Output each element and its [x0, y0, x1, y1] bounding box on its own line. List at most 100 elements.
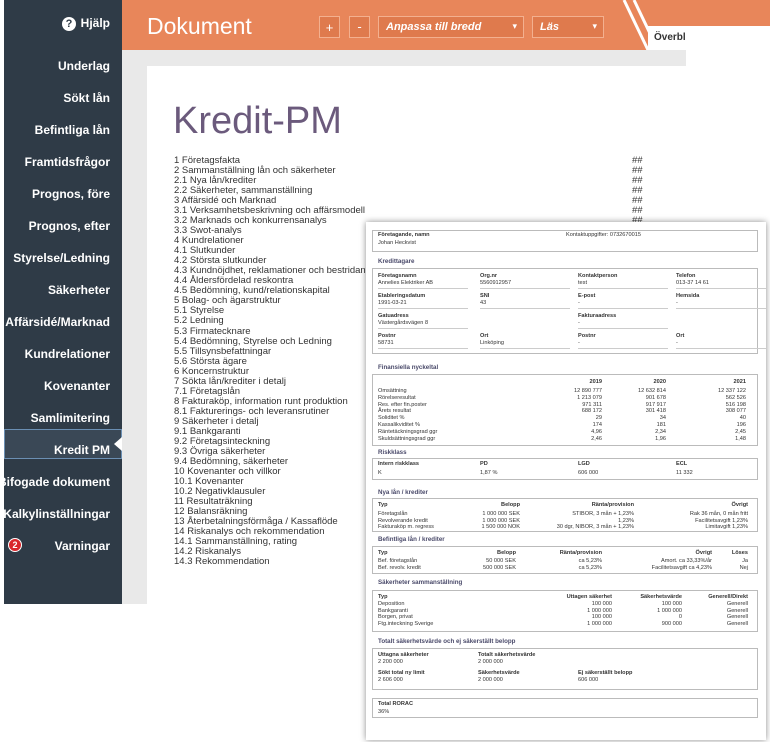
toc-entry[interactable]: 5.6 Största ägare — [174, 355, 247, 367]
toc-entry[interactable]: 1 Företagsfakta — [174, 155, 241, 166]
toc-entry[interactable]: 2.1 Nya lån/krediter — [174, 175, 257, 187]
field-value: Annelies Elektriker AB — [378, 280, 434, 286]
cell: 1 213 079 — [577, 394, 602, 401]
nav-item[interactable]: Prognos, efter — [28, 219, 110, 233]
zoom-out-button[interactable]: - — [349, 16, 370, 38]
nav-item[interactable]: Befintliga lån — [34, 123, 110, 137]
nav-item[interactable]: Kalkylinställningar — [3, 507, 110, 521]
nav-item[interactable]: Säkerheter — [47, 283, 110, 297]
toc-page: ## — [632, 165, 643, 177]
nav-item[interactable]: Samlimitering — [30, 411, 110, 425]
help-link[interactable]: Hjälp — [80, 16, 110, 30]
field-value: 2 000 000 — [478, 677, 503, 683]
field-underline — [378, 328, 468, 329]
field-underline — [378, 308, 468, 309]
nav-item[interactable]: Underlag — [57, 59, 110, 73]
cell: 917 917 — [645, 401, 666, 408]
toc-entry[interactable]: 3.1 Verksamhetsbeskrivning och affärsmod… — [174, 205, 365, 217]
toc-entry[interactable]: 14.3 Rekommendation — [174, 556, 270, 568]
toc-entry[interactable]: 4 Kundrelationer — [174, 235, 244, 247]
field-label: Hemsida — [676, 293, 700, 299]
help-icon[interactable]: ? — [62, 17, 76, 31]
zoom-select[interactable]: Anpassa till bredd ▾ — [378, 16, 524, 38]
row-label: Kassalikviditet % — [378, 422, 420, 428]
toc-entry[interactable]: 14.2 Riskanalys — [174, 546, 242, 558]
toc-entry[interactable]: 4.2 Största slutkunder — [174, 255, 267, 267]
toc-entry[interactable]: 5.1 Styrelse — [174, 305, 225, 317]
section-title: Befintliga lån / krediter — [378, 536, 445, 543]
cell: Rak 36 mån, 0 mån fritt — [689, 511, 748, 517]
nav-item[interactable]: Framtidsfrågor — [24, 155, 110, 169]
toc-entry[interactable]: 9.3 Övriga säkerheter — [174, 445, 266, 457]
toc-entry[interactable]: 10.1 Kovenanter — [174, 475, 244, 487]
toc-entry[interactable]: 2 Sammanställning lån och säkerheter — [174, 165, 336, 177]
toc-entry[interactable]: 4.4 Åldersfördelad reskontra — [174, 275, 294, 287]
toc-entry[interactable]: 3.3 Swot-analys — [174, 225, 242, 237]
field-value: 43 — [480, 300, 487, 306]
cell: 900 000 — [661, 620, 682, 627]
toc-entry[interactable]: 12 Balansräkning — [174, 506, 248, 518]
contact: Kontaktuppgifter: 0732670015 — [566, 232, 641, 238]
nav-item[interactable]: Prognos, före — [31, 187, 110, 201]
column-header: Typ — [378, 502, 388, 508]
toc-entry[interactable]: 10.2 Negativklausuler — [174, 485, 266, 497]
field-label: ECL — [676, 461, 688, 467]
toc-entry[interactable]: 5.5 Tillsynsbefattningar — [174, 345, 272, 357]
field-label: Gatuadress — [378, 313, 409, 319]
nav-item[interactable]: Sökt lån — [63, 91, 110, 105]
field-value: 5560912957 — [480, 280, 512, 286]
nav-item[interactable]: Affärsidé/Marknad — [5, 315, 110, 329]
toolbar: Dokument + - Anpassa till bredd ▾ Läs ▾ … — [122, 0, 770, 50]
toc-entry[interactable]: 3.2 Marknads och konkurrensanalys — [174, 215, 327, 227]
toc-entry[interactable]: 5.3 Firmatecknare — [174, 325, 251, 337]
cell: 1 000 000 — [587, 607, 612, 614]
mode-select[interactable]: Läs ▾ — [532, 16, 604, 38]
toc-entry[interactable]: 9 Säkerheter i detalj — [174, 415, 259, 427]
toc-entry[interactable]: 11 Resultaträkning — [174, 496, 253, 508]
toc-entry[interactable]: 5.2 Ledning — [174, 315, 224, 327]
section-title: Säkerheter sammanställning — [378, 579, 463, 586]
section-box — [372, 546, 758, 574]
nav-item[interactable]: Styrelse/Ledning — [13, 251, 110, 265]
field-label: Postnr — [378, 333, 396, 339]
toc-entry[interactable]: 9.4 Bedömning, säkerheter — [174, 455, 289, 467]
toc-entry[interactable]: 10 Kovenanter och villkor — [174, 465, 281, 477]
toc-entry[interactable]: 14.1 Sammanställning, rating — [174, 536, 298, 548]
section-box — [372, 458, 758, 480]
field-label: Total RORAC — [378, 701, 414, 707]
toc-entry[interactable]: 8.1 Fakturerings- och leveransrutiner — [174, 405, 330, 417]
nav-item[interactable]: Bifogade dokument — [0, 475, 110, 489]
column-header: Säkerhetsvärde — [640, 594, 682, 600]
field-value: - — [578, 320, 580, 326]
nav-item[interactable]: Varningar — [54, 539, 110, 553]
toc-entry[interactable]: 6 Koncernstruktur — [174, 365, 249, 377]
section-box — [372, 230, 758, 252]
toc-entry[interactable]: 7.1 Företagslån — [174, 385, 241, 397]
toc-entry[interactable]: 4.3 Kundnöjdhet, reklamationer och bestr… — [174, 265, 377, 277]
toc-entry[interactable]: 4.5 Bedömning, kund/relationskapital — [174, 285, 330, 297]
toc-entry[interactable]: 3 Affärsidé och Marknad — [174, 195, 277, 207]
cell: 1,48 — [735, 435, 746, 442]
toc-entry[interactable]: 4.1 Slutkunder — [174, 245, 236, 257]
toc-entry[interactable]: 7 Sökta lån/krediter i detalj — [174, 375, 286, 387]
toc-entry[interactable]: 5.4 Bedömning, Styrelse och Ledning — [174, 335, 332, 347]
nav-item[interactable]: Kredit PM — [53, 443, 110, 457]
toc-entry[interactable]: 2.2 Säkerheter, sammanställning — [174, 185, 313, 197]
section-title: Finansiella nyckeltal — [378, 364, 439, 371]
nav-item[interactable]: Kundrelationer — [24, 347, 110, 361]
toc-entry[interactable]: 8 Fakturaköp, information runt produktio… — [174, 395, 348, 407]
section-box — [372, 268, 758, 354]
toc-entry[interactable]: 9.2 Företagsinteckning — [174, 435, 271, 447]
cell: 181 — [656, 422, 666, 428]
zoom-in-button[interactable]: + — [319, 16, 340, 38]
field-underline — [480, 308, 570, 309]
toc-entry[interactable]: 13 Återbetalningsförmåga / Kassaflöde — [174, 516, 338, 528]
cell: 1 000 000 — [657, 607, 682, 614]
toc-entry[interactable]: 14 Riskanalys och rekommendation — [174, 526, 325, 538]
nav-item[interactable]: Kovenanter — [43, 379, 110, 393]
toc-entry[interactable]: 5 Bolag- och ägarstruktur — [174, 295, 281, 307]
toc-entry[interactable]: 9.1 Bankgaranti — [174, 425, 241, 437]
column-header: Belopp — [497, 550, 516, 556]
column-header: Löses — [731, 550, 748, 556]
overview-tab[interactable]: Överbl — [648, 26, 770, 50]
